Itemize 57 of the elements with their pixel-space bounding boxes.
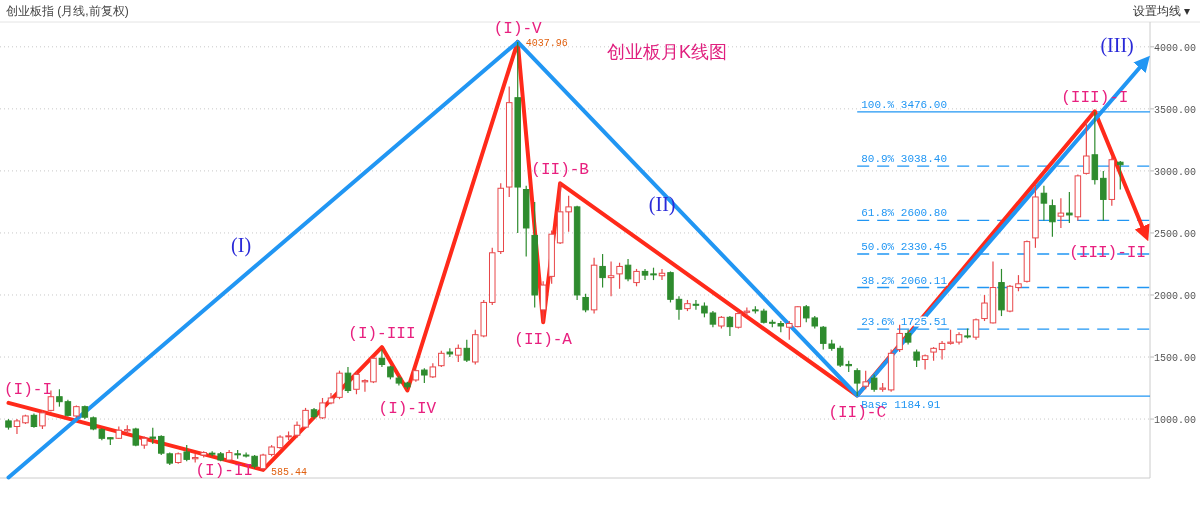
annotation: (I)-V <box>493 19 543 38</box>
ref-line-label: 100.% 3476.00 <box>861 98 948 111</box>
annotation: 585.44 <box>271 466 308 478</box>
annotation: (II)-A <box>514 331 573 350</box>
ref-line-label: 50.0% 2330.45 <box>861 240 948 253</box>
candlestick <box>463 339 471 363</box>
candlestick <box>862 370 869 390</box>
annotation: (I)-II <box>195 461 254 480</box>
y-tick-label: 4000.00 <box>1154 42 1197 54</box>
text: 创业板月K线图 <box>606 42 728 62</box>
annotation: (III) <box>1100 34 1134 58</box>
candlestick <box>726 315 734 337</box>
candlestick <box>1100 170 1107 222</box>
candlestick <box>921 353 929 371</box>
candlestick <box>692 299 700 311</box>
candlestick <box>582 293 589 313</box>
y-tick-label: 2000.00 <box>1154 290 1197 302</box>
y-tick-label: 1500.00 <box>1154 353 1197 365</box>
candlestick <box>1049 198 1056 238</box>
candlestick <box>896 324 903 353</box>
y-tick-label: 3000.00 <box>1154 166 1197 178</box>
candlestick <box>853 367 861 397</box>
annotation: (II)-B <box>531 161 589 180</box>
candlestick <box>675 295 683 321</box>
annotation: (II) <box>648 192 676 216</box>
y-tick-label: 1000.00 <box>1154 415 1197 427</box>
annotation: (I) <box>231 233 252 257</box>
candlestick <box>353 371 360 395</box>
candlestick <box>39 409 46 430</box>
y-tick-label: 3500.00 <box>1154 104 1197 116</box>
annotation: (I)-I <box>4 380 53 399</box>
candlestick <box>938 340 946 361</box>
candlestick <box>1083 120 1090 176</box>
candlestick <box>599 253 606 289</box>
chart-subtitle: 创业板指 (月线,前复权) <box>6 4 129 18</box>
candlestick <box>1066 191 1073 224</box>
annotation: 4037.96 <box>525 38 568 50</box>
candlestick <box>607 260 615 297</box>
candlestick <box>378 348 386 368</box>
annotation: (I)-IV <box>378 399 437 418</box>
candlestick <box>616 262 623 290</box>
ref-line-label: 61.8% 2600.80 <box>861 207 948 220</box>
candlestick <box>319 397 326 420</box>
text: 设置均线 ▾ <box>1132 4 1190 18</box>
candlestick <box>370 356 377 384</box>
annotation: (I)-III <box>348 325 416 344</box>
y-tick-label: 2500.00 <box>1154 228 1197 240</box>
candlestick <box>641 268 649 281</box>
candlestick <box>302 407 309 430</box>
ref-line-label: 38.2% 2060.11 <box>861 274 948 287</box>
candlestick <box>1040 185 1048 222</box>
candlestick <box>1057 197 1065 229</box>
candlestick <box>1117 160 1124 191</box>
candlestick <box>981 294 988 322</box>
candlestick <box>344 366 352 394</box>
candlestick <box>743 306 751 317</box>
ref-line-label: 80.9% 3038.40 <box>861 153 948 166</box>
